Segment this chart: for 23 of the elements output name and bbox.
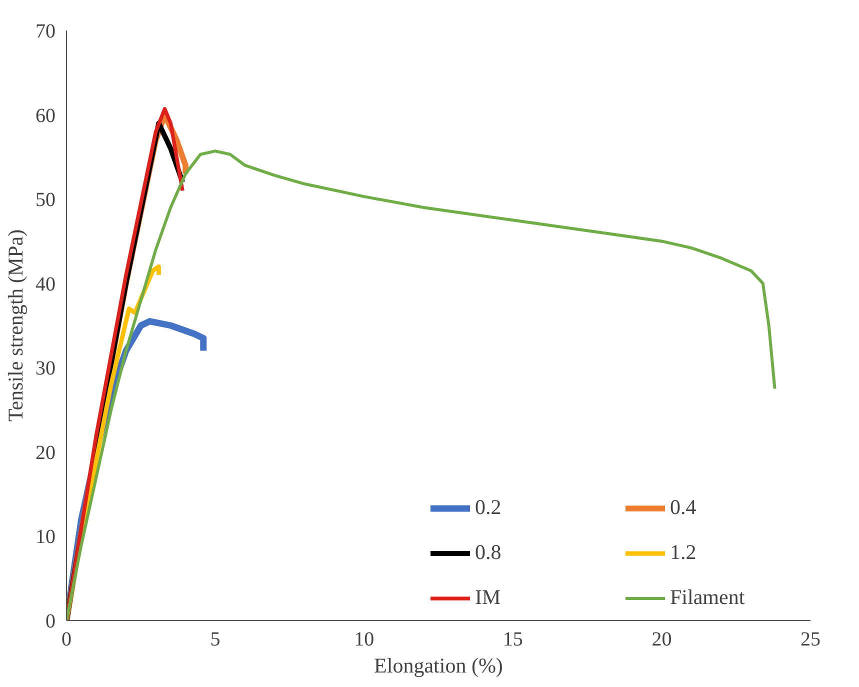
- x-tick-label: 25: [800, 628, 820, 650]
- legend-label: 0.4: [670, 495, 698, 520]
- x-tick-label: 15: [502, 628, 523, 650]
- x-tick-label: 10: [354, 628, 374, 650]
- y-axis-title: Tensile strength (MPa): [4, 229, 28, 422]
- y-tick-label: 50: [36, 189, 56, 212]
- y-tick-label: 0: [46, 610, 56, 632]
- legend-label: 0.2: [475, 495, 502, 520]
- y-tick-label: 20: [36, 442, 56, 464]
- x-tick-label: 0: [62, 628, 72, 650]
- line-series: [66, 150, 776, 620]
- legend-label: IM: [475, 585, 502, 610]
- y-tick-label: 40: [36, 273, 56, 296]
- legend-label: 0.8: [475, 540, 502, 565]
- x-axis-title: Elongation (%): [374, 654, 503, 678]
- legend-label: Filament: [670, 585, 746, 610]
- y-tick-label: 30: [36, 358, 56, 380]
- legend-label: 1.2: [670, 540, 698, 565]
- y-tick-label: 70: [36, 20, 56, 42]
- y-tick-label: 60: [36, 104, 56, 127]
- x-tick-label: 5: [210, 628, 220, 650]
- y-tick-label: 10: [36, 526, 56, 548]
- x-tick-label: 20: [652, 628, 672, 650]
